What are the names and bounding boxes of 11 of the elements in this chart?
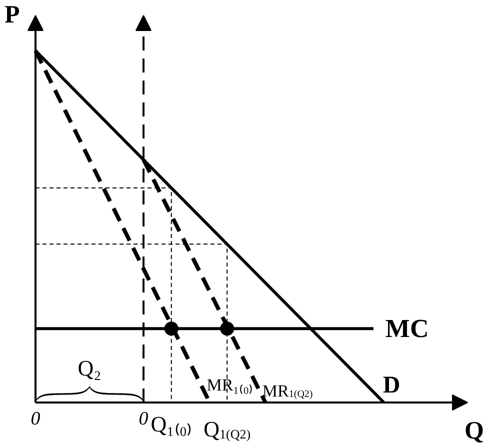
series-label: MC xyxy=(385,314,429,344)
x-tick-label: 0 xyxy=(30,408,41,430)
series-label: D xyxy=(382,372,400,398)
x-tick-label: Q1(Q2) xyxy=(204,416,251,442)
series-label: MR1(Q2) xyxy=(262,381,313,400)
x-tick-label: Q₁₍₀₎ xyxy=(150,412,192,436)
x-axis-title: Q xyxy=(464,418,484,444)
series-label: MR₁₍₀₎ xyxy=(206,376,254,394)
y-axis-title: P xyxy=(4,2,20,28)
annotation: Q₂ xyxy=(78,356,102,380)
x-tick-label: 0 xyxy=(138,408,149,430)
